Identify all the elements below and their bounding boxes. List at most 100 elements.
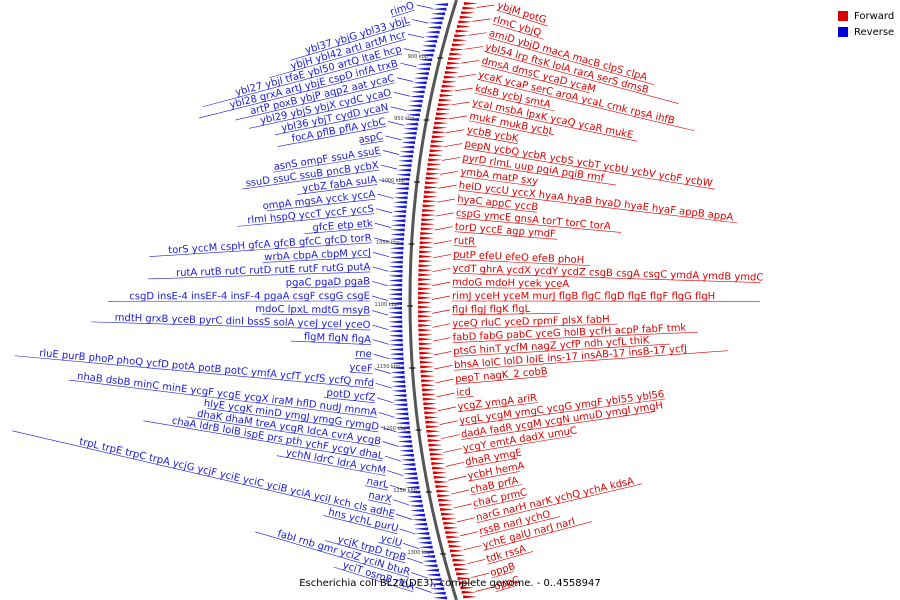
forward-feature-mark	[418, 282, 433, 286]
reverse-gene-row: wrbA cbpA cbpM yccJ	[264, 247, 371, 263]
forward-feature-mark	[436, 107, 451, 111]
forward-gene-row: rimJ yceH yceM murJ flgB flgC flgD flgE …	[452, 291, 715, 302]
reverse-feature-mark	[388, 343, 403, 347]
reverse-feature-mark	[388, 334, 403, 338]
forward-connector	[443, 448, 462, 453]
forward-feature-mark	[447, 540, 462, 544]
forward-feature-mark	[421, 222, 435, 226]
reverse-connector	[392, 499, 410, 506]
reverse-gene-row: rne	[355, 348, 372, 360]
reverse-connector	[383, 150, 400, 155]
reverse-feature-mark	[397, 164, 412, 167]
forward-connector	[432, 281, 451, 286]
reverse-connector	[400, 62, 417, 68]
forward-feature-mark	[427, 434, 442, 438]
reverse-feature-mark	[400, 458, 415, 462]
reverse-underline	[68, 379, 377, 418]
forward-connector	[450, 489, 470, 495]
forward-feature-mark	[419, 245, 434, 249]
reverse-feature-mark	[398, 444, 413, 448]
reverse-feature-mark	[404, 481, 419, 485]
reverse-feature-mark	[388, 311, 403, 315]
forward-feature-mark	[429, 452, 444, 456]
forward-connector	[433, 240, 452, 245]
forward-feature-mark	[433, 126, 448, 130]
forward-connector	[457, 73, 476, 78]
reverse-underline	[360, 140, 384, 146]
reverse-connector	[378, 412, 395, 418]
reverse-feature-mark	[430, 587, 445, 591]
forward-feature-mark	[418, 319, 433, 323]
forward-connector	[471, 572, 490, 578]
backbone-tick-label: 900 kbp	[408, 54, 428, 60]
forward-feature-mark	[418, 291, 432, 295]
reverse-connector	[372, 324, 389, 331]
forward-feature-mark	[420, 365, 435, 369]
reverse-underline	[290, 24, 411, 61]
forward-feature-mark	[438, 98, 453, 102]
forward-feature-mark	[463, 595, 478, 599]
forward-feature-mark	[428, 443, 443, 447]
forward-feature-mark	[418, 296, 432, 300]
reverse-feature-mark	[421, 44, 436, 48]
reverse-feature-mark	[391, 384, 406, 388]
reverse-connector	[395, 513, 413, 520]
reverse-swatch	[838, 27, 848, 37]
forward-connector	[435, 212, 454, 217]
forward-feature-lines	[418, 2, 761, 599]
reverse-feature-mark	[428, 21, 443, 25]
reverse-feature-mark	[411, 513, 426, 517]
reverse-connector	[372, 252, 390, 258]
reverse-feature-mark	[389, 256, 403, 259]
forward-underline	[495, 584, 519, 593]
reverse-feature-mark	[388, 306, 402, 310]
reverse-feature-mark	[405, 118, 420, 121]
reverse-connector	[389, 484, 407, 491]
forward-feature-mark	[418, 278, 433, 281]
forward-feature-mark	[425, 420, 440, 424]
forward-underline	[454, 350, 728, 371]
forward-feature-mark	[436, 489, 451, 493]
reverse-underline	[323, 515, 398, 535]
forward-underline	[488, 37, 654, 85]
forward-feature-mark	[443, 75, 458, 79]
legend: Forward Reverse	[838, 8, 894, 40]
forward-feature-mark	[431, 140, 445, 143]
reverse-feature-mark	[416, 536, 431, 540]
reverse-feature-mark	[427, 578, 442, 581]
reverse-feature-mark	[395, 421, 410, 425]
forward-feature-mark	[418, 273, 433, 277]
reverse-feature-mark	[397, 435, 412, 439]
genome-caption: Escherichia coli BL21(DE3), complete gen…	[299, 578, 601, 589]
forward-feature-mark	[421, 383, 436, 387]
reverse-connector	[404, 48, 421, 53]
forward-feature-mark	[433, 475, 448, 479]
reverse-connector	[379, 179, 396, 185]
forward-feature-mark	[461, 590, 476, 594]
reverse-feature-mark	[407, 495, 422, 499]
reverse-feature-mark	[395, 426, 410, 430]
forward-feature-mark	[432, 466, 447, 470]
forward-underline	[465, 458, 518, 468]
reverse-feature-mark	[414, 527, 429, 531]
reverse-feature-mark	[390, 233, 405, 236]
forward-connector	[432, 267, 451, 273]
legend-label-forward: Forward	[854, 10, 895, 22]
reverse-feature-mark	[391, 214, 406, 218]
forward-connector	[432, 309, 451, 314]
forward-feature-mark	[431, 135, 446, 139]
forward-feature-mark	[420, 227, 435, 231]
reverse-underline	[261, 313, 371, 316]
reverse-underline	[262, 257, 372, 263]
reverse-underline	[378, 542, 402, 549]
reverse-underline	[272, 155, 382, 173]
reverse-feature-mark	[401, 136, 416, 140]
forward-connector	[475, 586, 494, 592]
forward-underline	[471, 106, 638, 142]
forward-underline	[481, 65, 590, 94]
forward-feature-mark	[434, 480, 449, 484]
reverse-feature-mark	[402, 467, 417, 471]
forward-feature-mark	[420, 370, 435, 373]
reverse-feature-mark	[411, 85, 426, 89]
forward-feature-mark	[424, 190, 439, 194]
